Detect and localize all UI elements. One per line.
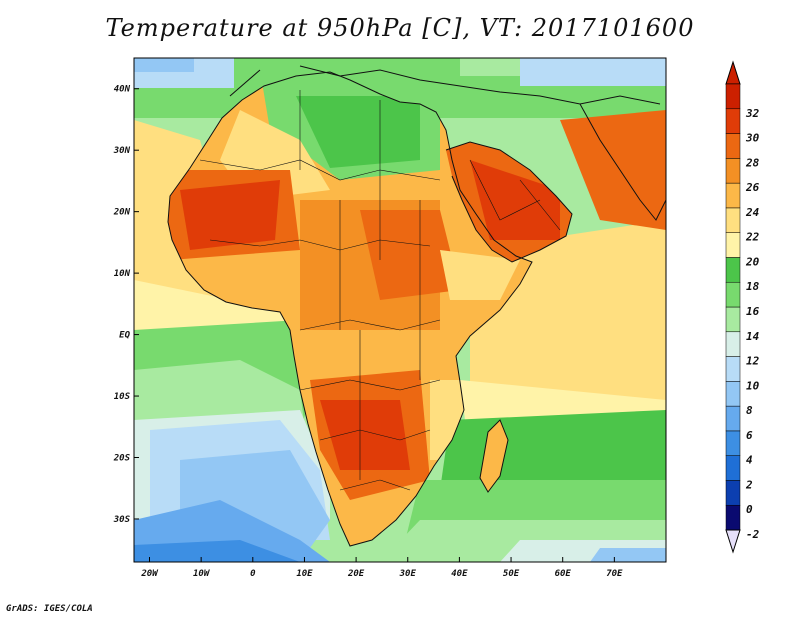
colorbar-low-extend [725, 529, 741, 554]
colorbar-label: 20 [745, 255, 760, 268]
plot-frame [133, 57, 667, 563]
colorbar-swatch [725, 83, 741, 110]
y-tick-label: 20S [113, 454, 131, 464]
coastlines [167, 65, 667, 547]
y-tick-label: 20N [113, 208, 131, 218]
colorbar-label: 4 [746, 454, 753, 467]
colorbar-label: 2 [745, 478, 753, 491]
colorbar-label: 16 [746, 305, 760, 318]
colorbar-swatch [725, 480, 741, 506]
x-tick-label: 20E [347, 569, 365, 579]
y-tick-label: 30N [113, 146, 131, 156]
y-tick-label: 10N [114, 269, 131, 279]
colorbar-swatch [725, 133, 741, 159]
x-tick-label: 20W [140, 569, 159, 579]
colorbar-label: 22 [745, 231, 760, 244]
colorbar-high-extend [725, 60, 741, 85]
colorbar-label: 0 [746, 503, 753, 516]
colorbar-swatch [725, 281, 741, 308]
colorbar-label: 6 [746, 429, 753, 442]
colorbar-swatch [725, 356, 741, 382]
x-tick-label: 10W [193, 569, 211, 579]
x-axis-ticks: 20W 10W 0 10E 20E 30E 40E 50E 60E 70E [140, 557, 623, 579]
colorbar-swatch [725, 306, 741, 333]
colorbar-label: 28 [745, 156, 760, 169]
colorbar-swatch [725, 182, 741, 209]
colorbar-swatch [725, 158, 741, 184]
colorbar-label: 12 [746, 355, 760, 368]
x-tick-label: 50E [503, 569, 520, 579]
colorbar-swatch [725, 504, 741, 531]
colorbar-swatch [725, 455, 741, 481]
colorbar-label: -2 [746, 528, 760, 541]
colorbar-swatch [725, 257, 741, 283]
colorbar-swatch [725, 381, 741, 407]
x-tick-label: 60E [555, 569, 572, 579]
y-axis-ticks: 40N 30N 20N 10N EQ 10S 20S 30S [113, 85, 139, 525]
colorbar-swatch [725, 207, 741, 233]
borders [199, 90, 561, 491]
colorbar-label: 32 [745, 107, 760, 120]
x-tick-label: 0 [250, 569, 256, 579]
x-tick-label: 70E [606, 569, 623, 579]
y-tick-label: EQ [119, 331, 130, 341]
colorbar-swatch [725, 232, 741, 258]
y-tick-label: 40N [114, 85, 131, 95]
colorbar-swatch [725, 405, 741, 432]
x-tick-label: 30E [399, 569, 417, 579]
colorbar-swatch [725, 108, 741, 134]
colorbar-swatch [725, 331, 741, 357]
colorbar-label: 10 [746, 379, 760, 392]
x-tick-label: 40E [451, 569, 468, 579]
colorbar-label: 18 [746, 280, 760, 293]
colorbar-swatch [725, 430, 741, 456]
y-tick-label: 10S [114, 392, 131, 402]
colorbar-label: 8 [746, 404, 753, 417]
credit-label: GrADS: IGES/COLA [6, 604, 93, 614]
colorbar-label: 14 [746, 330, 760, 343]
colorbar-label: 24 [745, 206, 760, 219]
map-title: Temperature at 950hPa [C], VT: 201710160… [105, 14, 695, 42]
colorbar-label: 30 [745, 132, 760, 145]
y-tick-label: 30S [113, 515, 131, 525]
colorbar-label: 26 [745, 181, 760, 194]
x-tick-label: 10E [296, 569, 313, 579]
